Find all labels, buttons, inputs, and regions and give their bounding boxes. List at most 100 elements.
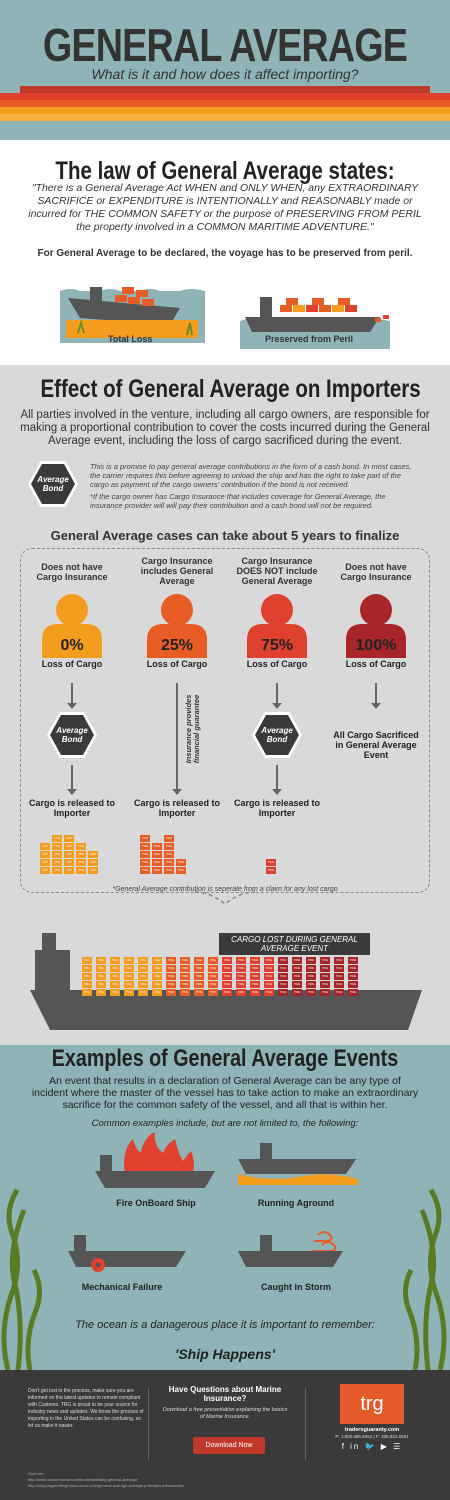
cargo-crate: TRG — [64, 843, 74, 850]
cargo-crate: TRG — [82, 965, 92, 972]
cargo-crate: TRG — [96, 957, 106, 964]
cargo-crate: TRG — [278, 965, 288, 972]
cargo-crate: TRG — [348, 965, 358, 972]
cargo-crate: TRG — [180, 973, 190, 980]
bond-hex-label: Average Bond — [37, 475, 69, 493]
sources-label: Sources: — [28, 1471, 44, 1476]
cargo-crate: TRG — [264, 981, 274, 988]
cargo-ship-illustration — [30, 933, 422, 1030]
cargo-crate: TRG — [88, 859, 98, 866]
cargo-crate: TRG — [76, 859, 86, 866]
cargo-crate: TRG — [264, 989, 274, 996]
cargo-crate: TRG — [208, 981, 218, 988]
col3-head: Cargo Insurance DOES NOT include General… — [236, 556, 318, 586]
cargo-crate: TRG — [40, 859, 50, 866]
contact-phone: P: 1.800.685.6062 | F: 406.922.6501 — [335, 1434, 409, 1439]
stripe — [0, 100, 450, 107]
cargo-crate: TRG — [138, 973, 148, 980]
cargo-crate: TRG — [222, 973, 232, 980]
cargo-crate: TRG — [166, 973, 176, 980]
fire-ship-icon — [95, 1133, 215, 1188]
source-link[interactable]: http://shippingandfreightresources.com/g… — [28, 1483, 185, 1488]
storm-ship-icon — [238, 1231, 343, 1267]
col4-loss: Loss of Cargo — [345, 659, 407, 669]
cargo-crate: TRG — [96, 965, 106, 972]
col4-pct: 100% — [355, 637, 397, 654]
cargo-crate: TRG — [180, 989, 190, 996]
cargo-crate: TRG — [164, 867, 174, 874]
cargo-crate: TRG — [208, 957, 218, 964]
effect-footnote: *General Average contribution is seperat… — [112, 886, 338, 893]
cargo-crate: TRG — [292, 973, 302, 980]
cargo-crate: TRG — [76, 851, 86, 858]
aground-ship-icon — [238, 1143, 358, 1185]
cargo-lost-banner: CARGO LOST DURING GENERAL AVERAGE EVENT — [219, 933, 370, 955]
source-link[interactable]: http://www.customscourt.com/understandin… — [28, 1477, 139, 1482]
cargo-crate: TRG — [320, 973, 330, 980]
cargo-crate: TRG — [180, 981, 190, 988]
cargo-crate: TRG — [96, 973, 106, 980]
person-icon — [346, 594, 406, 658]
cargo-crate: TRG — [334, 989, 344, 996]
questions-text: Download a free presentation explaining … — [162, 1407, 288, 1420]
frame-pointer — [195, 891, 255, 905]
examples-section: Examples of General Average Events An ev… — [0, 1045, 450, 1370]
cargo-crate: TRG — [236, 965, 246, 972]
cargo-crate: TRG — [82, 973, 92, 980]
cargo-crate: TRG — [236, 973, 246, 980]
cases-title: General Average cases can take about 5 y… — [50, 528, 400, 543]
stripe — [0, 93, 450, 100]
cargo-crate: TRG — [208, 965, 218, 972]
trg-logo[interactable]: trg — [340, 1384, 404, 1424]
mechanical-ship-icon — [68, 1235, 186, 1272]
cargo-crate: TRG — [264, 965, 274, 972]
col1-head: Does not have Cargo Insurance — [36, 562, 108, 582]
cargo-crate: TRG — [140, 867, 150, 874]
cargo-crate: TRG — [64, 851, 74, 858]
cargo-crate: TRG — [348, 989, 358, 996]
ship-happens: 'Ship Happens' — [174, 1346, 275, 1362]
col4-head: Does not have Cargo Insurance — [340, 562, 412, 582]
social-icons[interactable]: f in 🐦 ▶ ☰ — [341, 1442, 403, 1451]
cargo-crate: TRG — [348, 957, 358, 964]
cargo-crate: TRG — [320, 989, 330, 996]
bond-text-2: *If the cargo owner has Cargo Insurance … — [90, 492, 386, 510]
download-button[interactable]: Download Now — [193, 1437, 265, 1454]
cargo-crate: TRG — [278, 973, 288, 980]
questions-title: Have Questions about Marine Insurance? — [168, 1385, 282, 1403]
cargo-crate: TRG — [96, 981, 106, 988]
col4-result: All Cargo Sacrificed in General Average … — [333, 730, 419, 760]
cargo-crate: TRG — [110, 965, 120, 972]
cargo-crate: TRG — [166, 957, 176, 964]
header: GENERAL AVERAGE What is it and how does … — [0, 0, 450, 140]
cargo-crate: TRG — [152, 965, 162, 972]
website-link[interactable]: tradersguaranty.com — [344, 1427, 400, 1433]
cargo-crate: TRG — [82, 957, 92, 964]
cargo-crate: TRG — [236, 981, 246, 988]
cargo-crate: TRG — [140, 859, 150, 866]
bond-hex-label: Average Bond — [56, 726, 88, 744]
cargo-crate: TRG — [266, 867, 276, 874]
cargo-crate: TRG — [264, 973, 274, 980]
law-title: The law of General Average states: — [55, 157, 395, 185]
arrow — [272, 683, 282, 709]
cargo-crate: TRG — [250, 973, 260, 980]
cargo-crate: TRG — [152, 981, 162, 988]
cargo-crate: TRG — [124, 973, 134, 980]
seaweed-illustration — [1, 1188, 447, 1370]
cargo-crate: TRG — [236, 989, 246, 996]
cargo-crate: TRG — [306, 981, 316, 988]
preserved-label: Preserved from Peril — [265, 334, 354, 344]
cargo-crate: TRG — [76, 867, 86, 874]
bond-hex: Average Bond — [255, 715, 299, 755]
cargo-crate: TRG — [52, 835, 62, 842]
cargo-crate: TRG — [164, 843, 174, 850]
cargo-crate: TRG — [166, 981, 176, 988]
cargo-crate: TRG — [110, 973, 120, 980]
cargo-crate: TRG — [180, 957, 190, 964]
bond-text-1: This is a promise to pay general average… — [90, 462, 412, 489]
person-icon — [42, 594, 102, 658]
cargo-crate: TRG — [194, 957, 204, 964]
col2-pct: 25% — [160, 637, 194, 654]
cargo-crate: TRG — [306, 957, 316, 964]
